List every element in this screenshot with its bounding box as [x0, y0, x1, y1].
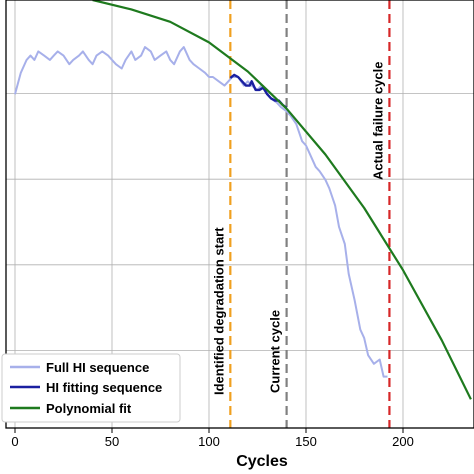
x-ticks-layer: 0 50 100 150 200	[11, 428, 414, 449]
series-line-2	[92, 0, 472, 400]
grid-layer	[6, 0, 474, 428]
vline-label-2: Actual failure cycle	[370, 62, 385, 181]
legend-label-full-hi: Full HI sequence	[46, 360, 149, 375]
vline-label-1: Current cycle	[268, 310, 283, 393]
vline-label-0: Identified degradation start	[211, 227, 226, 395]
vertical-lines-layer: Identified degradation start Current cycl…	[211, 0, 391, 428]
x-tick-label-200: 200	[392, 434, 414, 449]
series-layer	[14, 0, 472, 400]
x-tick-label-150: 150	[295, 434, 317, 449]
plot-frame	[5, 0, 474, 429]
legend: Full HI sequence HI fitting sequence Pol…	[1, 353, 181, 423]
x-tick-label-100: 100	[198, 434, 220, 449]
legend-label-polynomial: Polynomial fit	[46, 401, 132, 416]
x-tick-label-50: 50	[105, 434, 119, 449]
x-tick-label-0: 0	[11, 434, 18, 449]
legend-label-hi-fitting: HI fitting sequence	[46, 380, 162, 395]
legend-box	[1, 353, 181, 423]
series-line-0	[14, 46, 388, 378]
x-axis-title: Cycles	[236, 453, 288, 470]
